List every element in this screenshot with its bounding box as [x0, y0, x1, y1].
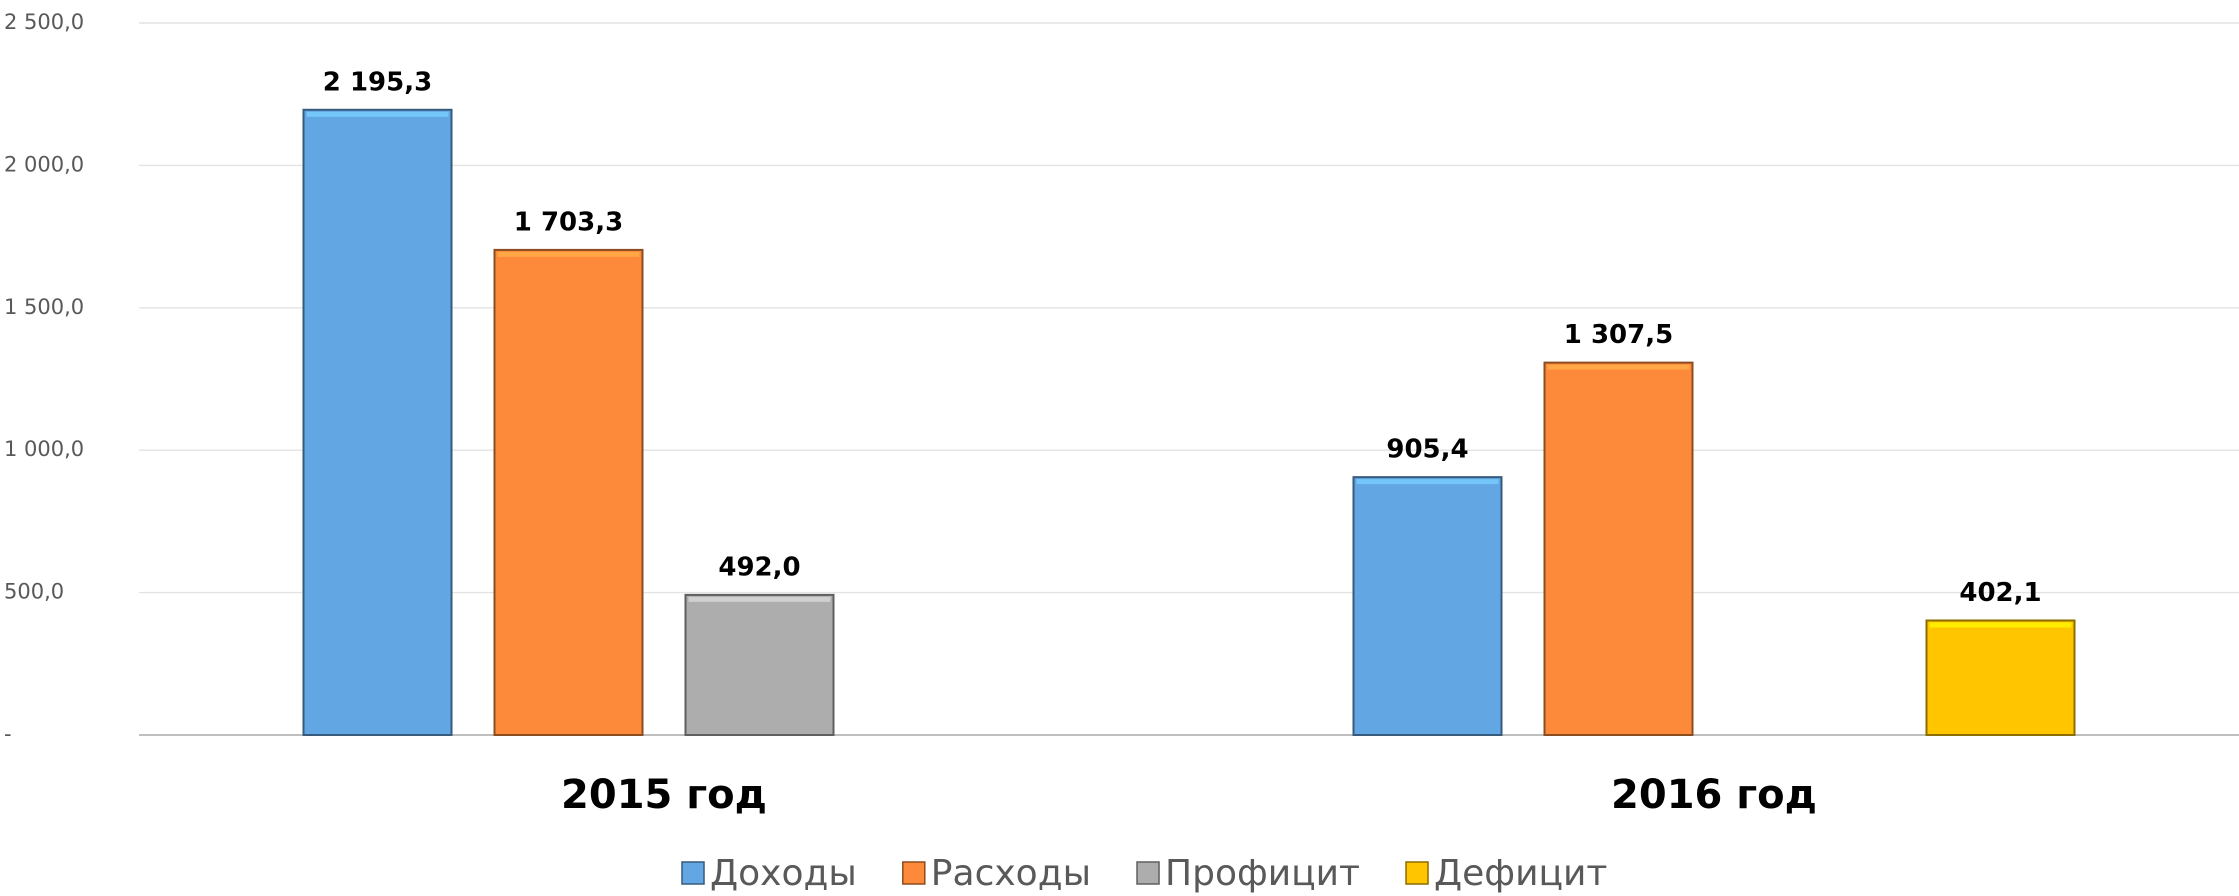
bar-bevel: [1547, 364, 1690, 370]
x-tick-label: 2016 год: [1611, 772, 1817, 818]
bar-bevel: [688, 596, 831, 602]
data-label: 1 307,5: [1564, 320, 1673, 350]
bar: [493, 248, 644, 737]
data-label: 492,0: [718, 552, 800, 582]
legend-swatch: [1405, 861, 1429, 885]
bar: [684, 593, 835, 737]
legend-label: Расходы: [931, 853, 1091, 894]
bar-bevel: [306, 111, 449, 117]
y-tick-label: -: [4, 722, 12, 746]
legend: Доходы Расходы Профицит Дефицит: [681, 853, 1607, 894]
bar-bevel: [1929, 622, 2072, 628]
data-label: 905,4: [1386, 435, 1468, 465]
legend-label: Профицит: [1165, 853, 1360, 894]
x-tick-label: 2015 год: [561, 772, 767, 818]
legend-label: Доходы: [710, 853, 857, 894]
bar: [302, 108, 453, 736]
data-label: 2 195,3: [323, 67, 432, 97]
bar-bevel: [1356, 479, 1499, 485]
legend-swatch: [681, 861, 705, 885]
bar: [1925, 619, 2076, 737]
y-tick-label: 1 000,0: [4, 437, 84, 461]
data-label: 1 703,3: [514, 207, 623, 237]
legend-label: Дефицит: [1434, 853, 1607, 894]
y-tick-label: 2 000,0: [4, 152, 84, 176]
bar: [1543, 361, 1694, 736]
bar-bevel: [497, 251, 640, 257]
y-tick-label: 2 500,0: [4, 10, 84, 34]
data-label: 402,1: [1959, 578, 2041, 608]
bar: [1352, 476, 1503, 736]
legend-swatch: [1136, 861, 1160, 885]
y-tick-label: 500,0: [4, 580, 64, 604]
y-tick-label: 1 500,0: [4, 295, 84, 319]
legend-swatch: [902, 861, 926, 885]
